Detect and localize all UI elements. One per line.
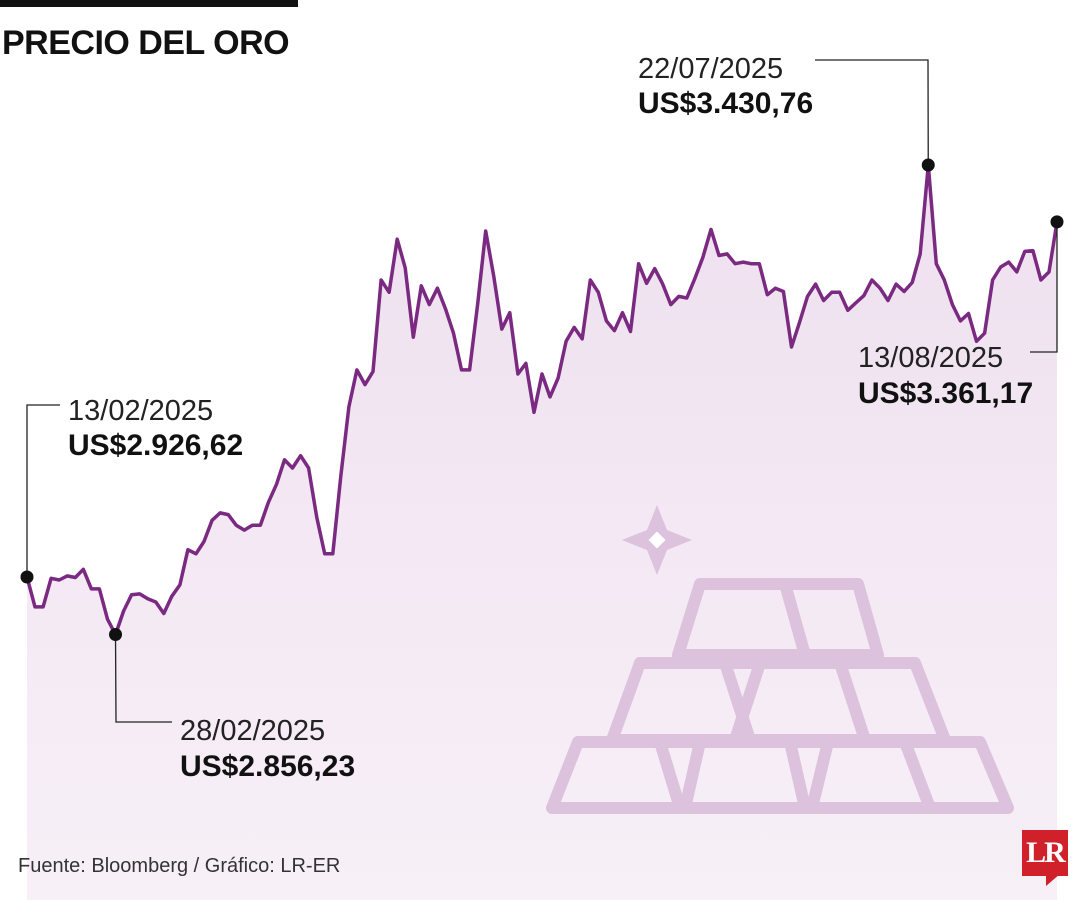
annotation-leader-line — [1030, 221, 1058, 353]
annotation-date: 13/02/2025 — [68, 395, 213, 427]
annotation-point — [921, 158, 935, 172]
annotation-leader-line — [815, 59, 929, 166]
annotation-date: 22/07/2025 — [638, 53, 783, 85]
annotation-value: US$2.856,23 — [180, 750, 355, 783]
annotation-value: US$3.361,17 — [858, 377, 1033, 410]
annotation-value: US$3.430,76 — [638, 87, 813, 120]
gold-bars-icon — [546, 505, 1014, 814]
annotation-value: US$2.926,62 — [68, 429, 243, 462]
source-note: Fuente: Bloomberg / Gráfico: LR-ER — [18, 855, 341, 877]
annotation-point — [20, 570, 34, 584]
annotation-leader-line — [114, 634, 172, 723]
price-line — [25, 163, 1059, 637]
lr-logo-tail — [1046, 874, 1060, 886]
annotation-point — [109, 628, 123, 642]
lr-logo: LR — [1022, 830, 1068, 876]
annotation-point — [1050, 215, 1064, 229]
top-accent-bar — [0, 0, 298, 7]
price-area-fill — [27, 165, 1057, 900]
annotation-date: 28/02/2025 — [180, 715, 325, 747]
chart-title: PRECIO DEL ORO — [2, 24, 290, 62]
annotation-leader-line — [26, 404, 60, 577]
annotation-date: 13/08/2025 — [858, 342, 1003, 374]
